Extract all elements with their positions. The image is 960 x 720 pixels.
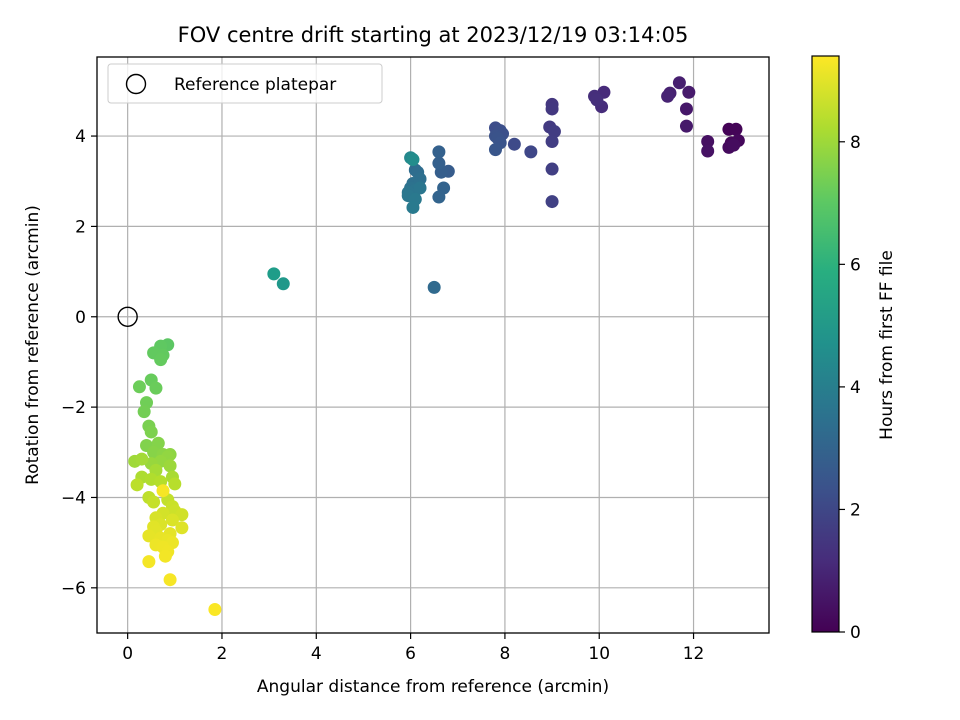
x-tick-label: 12	[683, 644, 705, 664]
data-point	[149, 381, 163, 395]
data-point	[427, 280, 441, 294]
data-point	[672, 76, 686, 90]
data-point	[701, 134, 715, 148]
y-axis-ticks: −6 −4 −2 0 2 4	[61, 127, 97, 599]
plot-frame	[96, 56, 770, 634]
y-tick-label: −6	[61, 579, 86, 599]
data-point	[144, 425, 158, 439]
chart-title: FOV centre drift starting at 2023/12/19 …	[178, 23, 689, 47]
data-point	[137, 405, 151, 419]
y-tick-label: −4	[61, 488, 86, 508]
y-axis-label: Rotation from reference (arcmin)	[23, 205, 43, 485]
data-point	[208, 603, 222, 617]
colorbar-tick-label: 0	[850, 623, 861, 643]
data-point	[545, 162, 559, 176]
colorbar-tick-label: 2	[850, 500, 861, 520]
data-point	[406, 200, 420, 214]
data-point	[156, 484, 170, 498]
colorbar-ticks: 0 2 4 6 8	[839, 133, 861, 643]
data-point	[413, 181, 427, 195]
data-point	[165, 513, 179, 527]
data-point	[163, 573, 177, 587]
data-point	[545, 102, 559, 116]
data-point	[163, 459, 177, 473]
data-point	[135, 452, 149, 466]
colorbar-tick-label: 6	[850, 255, 861, 275]
data-point	[507, 137, 521, 151]
colorbar: 0 2 4 6 8 Hours from first FF file	[811, 55, 897, 643]
legend: Reference platepar	[107, 63, 383, 104]
data-point	[432, 190, 446, 204]
data-point	[545, 134, 559, 148]
legend-entry-reference: Reference platepar	[174, 75, 336, 95]
legend-marker-icon	[125, 73, 147, 95]
y-tick-label: −2	[61, 398, 86, 418]
grid-lines	[97, 57, 769, 633]
data-point	[547, 125, 561, 139]
scatter-points	[128, 76, 745, 617]
data-point	[158, 549, 172, 563]
colorbar-tick-label: 4	[850, 378, 861, 398]
colorbar-tick-label: 8	[850, 133, 861, 153]
data-point	[590, 93, 604, 107]
x-tick-label: 0	[122, 644, 133, 664]
legend-box	[107, 63, 383, 104]
data-point	[142, 529, 156, 543]
y-tick-label: 0	[75, 308, 86, 328]
data-point	[432, 145, 446, 159]
data-point	[679, 119, 693, 133]
data-point	[682, 85, 696, 99]
x-tick-label: 2	[217, 644, 228, 664]
data-point	[661, 89, 675, 103]
data-point	[142, 555, 156, 569]
x-axis-ticks: 0 2 4 6 8 10 12	[122, 633, 704, 664]
data-point	[175, 508, 189, 522]
x-tick-label: 6	[405, 644, 416, 664]
y-tick-label: 4	[75, 127, 86, 147]
data-point	[154, 353, 168, 367]
data-point	[729, 122, 743, 136]
reference-marker	[117, 306, 138, 327]
colorbar-gradient	[811, 55, 840, 633]
data-point	[701, 144, 715, 158]
data-point	[175, 521, 189, 535]
data-point	[679, 102, 693, 116]
data-point	[267, 267, 281, 281]
data-point	[727, 138, 741, 152]
data-point	[488, 143, 502, 157]
data-point	[524, 145, 538, 159]
x-axis-label: Angular distance from reference (arcmin)	[257, 677, 609, 697]
data-point	[406, 153, 420, 167]
data-point	[168, 477, 182, 491]
data-point	[130, 478, 144, 492]
data-point	[147, 495, 161, 509]
colorbar-label: Hours from first FF file	[877, 250, 897, 440]
x-tick-label: 10	[588, 644, 610, 664]
x-tick-label: 8	[500, 644, 511, 664]
y-tick-label: 2	[75, 217, 86, 237]
data-point	[132, 380, 146, 394]
data-point	[432, 156, 446, 170]
data-point	[276, 277, 290, 291]
reference-platepar-marker	[117, 306, 138, 327]
x-tick-label: 4	[311, 644, 322, 664]
data-point	[545, 195, 559, 209]
